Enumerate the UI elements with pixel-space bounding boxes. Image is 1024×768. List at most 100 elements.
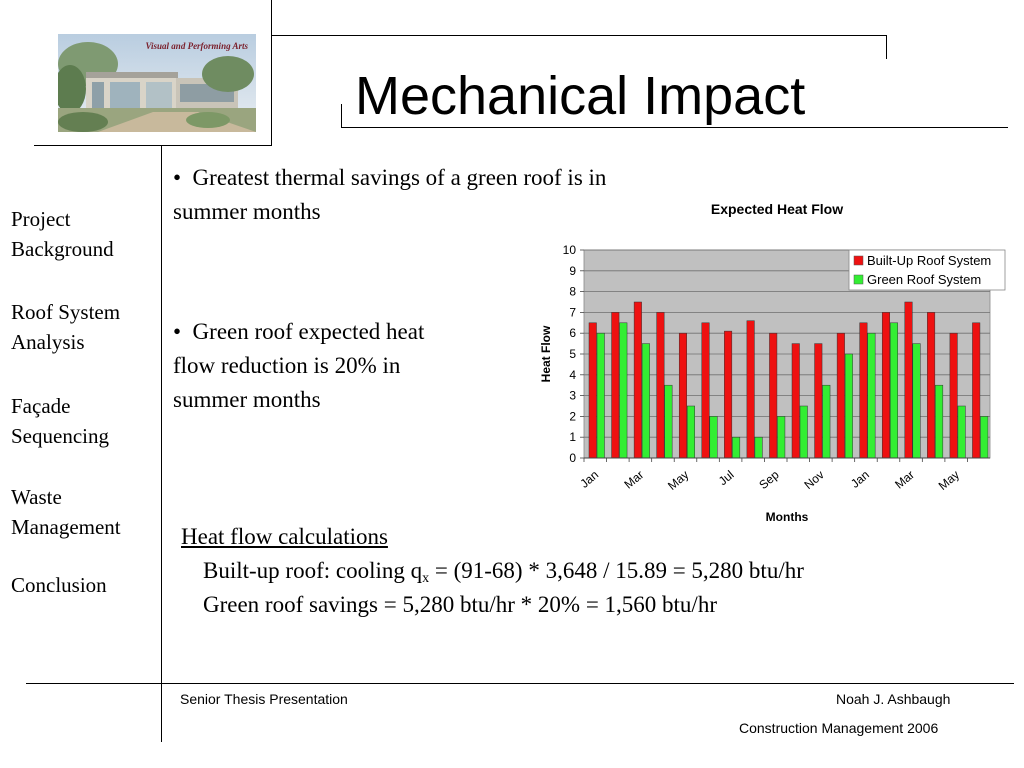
logo-text: Visual and Performing Arts <box>145 41 248 51</box>
chart-x-tick-label: Sep <box>756 467 782 492</box>
chart-y-tick-label: 2 <box>569 409 576 423</box>
sidebar-item-label: Analysis <box>11 330 85 354</box>
bar-built-up-roof <box>814 343 823 459</box>
calculation-subscript: x <box>422 571 430 586</box>
bar-built-up-roof <box>678 332 687 459</box>
chart-y-tick-label: 8 <box>569 285 576 299</box>
bar-green-roof <box>664 384 673 459</box>
bar-built-up-roof <box>724 330 733 459</box>
bar-green-roof <box>935 384 944 459</box>
chart-x-tick-label: May <box>665 468 691 493</box>
chart-x-tick-label: Mar <box>892 468 917 492</box>
chart-y-tick-label: 0 <box>569 451 576 465</box>
chart-x-tick-label: May <box>936 468 962 493</box>
calculation-green-roof-savings: Green roof savings = 5,280 btu/hr * 20% … <box>203 592 717 617</box>
sidebar-item-facade-sequencing[interactable]: Façade Sequencing <box>11 391 157 451</box>
bar-built-up-roof <box>881 312 890 459</box>
bar-green-roof <box>822 384 831 459</box>
chart-y-tick-label: 3 <box>569 389 576 403</box>
chart-x-tick-label: Jan <box>848 468 872 491</box>
slide-title: Mechanical Impact <box>355 66 806 126</box>
bullet-text: summer months <box>173 387 321 412</box>
bar-green-roof <box>732 436 741 459</box>
footer-author: Noah J. Ashbaugh <box>836 691 951 707</box>
chart-y-tick-label: 1 <box>569 430 576 444</box>
chart-x-axis-label: Months <box>766 510 809 524</box>
sidebar-item-label: Sequencing <box>11 424 109 448</box>
bullet-text: • Green roof expected heat <box>173 319 425 344</box>
bar-green-roof <box>641 343 650 459</box>
bar-green-roof <box>980 416 989 459</box>
chart-legend: Built-Up Roof System Green Roof System <box>848 249 1006 291</box>
footer-program-year: Construction Management 2006 <box>739 720 939 736</box>
chart-y-tick-label: 6 <box>569 326 576 340</box>
sidebar-item-label: Project <box>11 207 71 231</box>
bar-built-up-roof <box>769 332 778 459</box>
chart-y-tick-label: 10 <box>563 243 577 257</box>
chart-y-axis-label: Heat Flow <box>539 325 553 382</box>
sidebar-item-label: Management <box>11 515 121 539</box>
sidebar-item-project-background[interactable]: Project Background <box>11 204 157 264</box>
bar-green-roof <box>754 436 763 459</box>
title-bottom-rule-tick <box>341 104 342 128</box>
legend-swatch-built-up <box>853 255 864 266</box>
bar-green-roof <box>844 353 853 459</box>
chart-y-tick-label: 5 <box>569 347 576 361</box>
footer-rule <box>26 683 1014 684</box>
legend-label-green-roof: Green Roof System <box>867 272 981 287</box>
calculation-built-up-roof: Built-up roof: cooling qx = (91-68) * 3,… <box>203 554 804 588</box>
bar-built-up-roof <box>859 322 868 459</box>
logo-frame-bottom <box>34 145 272 146</box>
sidebar-divider <box>161 146 162 742</box>
calculation-text: Built-up roof: cooling q <box>203 558 423 583</box>
sidebar-item-label: Roof System <box>11 300 121 324</box>
footer-presentation-name: Senior Thesis Presentation <box>180 691 348 707</box>
chart-title: Expected Heat Flow <box>711 201 843 217</box>
bar-built-up-roof <box>633 301 642 459</box>
bar-green-roof <box>619 322 628 459</box>
bar-green-roof <box>889 322 898 459</box>
legend-label-built-up: Built-Up Roof System <box>867 253 991 268</box>
bullet-heat-flow-reduction: • Green roof expected heat flow reductio… <box>173 315 513 417</box>
logo-frame-right <box>271 0 272 145</box>
bar-built-up-roof <box>746 320 755 459</box>
bar-built-up-roof <box>701 322 710 459</box>
bar-green-roof <box>867 332 876 459</box>
title-top-rule <box>271 35 887 36</box>
bar-green-roof <box>777 416 786 459</box>
chart-y-tick-label: 9 <box>569 264 576 278</box>
chart-x-tick-label: Nov <box>801 468 826 492</box>
chart-x-tick-label: Jul <box>716 468 737 489</box>
sidebar-item-label: Background <box>11 237 114 261</box>
legend-swatch-green-roof <box>853 274 864 285</box>
chart-y-tick-label: 7 <box>569 305 576 319</box>
bar-built-up-roof <box>588 322 597 459</box>
bar-built-up-roof <box>904 301 913 459</box>
chart-y-tick-label: 4 <box>569 368 576 382</box>
bar-green-roof <box>799 405 808 459</box>
chart-x-tick-label: Mar <box>621 468 646 492</box>
chart-x-tick-label: Jan <box>577 468 601 491</box>
calculation-text: = (91-68) * 3,648 / 15.89 = 5,280 btu/hr <box>429 558 804 583</box>
bar-built-up-roof <box>836 332 845 459</box>
sidebar-item-conclusion[interactable]: Conclusion <box>11 570 157 600</box>
sidebar-item-label: Conclusion <box>11 573 107 597</box>
bar-green-roof <box>709 416 718 459</box>
calculations-heading: Heat flow calculations <box>181 524 388 549</box>
title-bottom-rule <box>341 127 1008 128</box>
bullet-text: summer months <box>173 199 321 224</box>
sidebar-item-label: Façade <box>11 394 71 418</box>
bar-built-up-roof <box>656 312 665 459</box>
logo-image: Visual and Performing Arts <box>58 34 256 132</box>
bar-green-roof <box>596 332 605 459</box>
bar-green-roof <box>686 405 695 459</box>
heat-flow-chart: Expected Heat Flow Heat Flow Months 0 1 2 3… <box>520 196 1020 526</box>
bar-built-up-roof <box>972 322 981 459</box>
sidebar-item-roof-system-analysis[interactable]: Roof System Analysis <box>11 297 157 357</box>
bullet-text: flow reduction is 20% in <box>173 353 401 378</box>
bullet-text: • Greatest thermal savings of a green ro… <box>173 165 607 190</box>
bar-built-up-roof <box>949 332 958 459</box>
sidebar-item-waste-management[interactable]: Waste Management <box>11 482 157 542</box>
bar-green-roof <box>957 405 966 459</box>
heat-flow-chart-svg: Expected Heat Flow Heat Flow Months 0 1 2 3… <box>539 201 1006 524</box>
